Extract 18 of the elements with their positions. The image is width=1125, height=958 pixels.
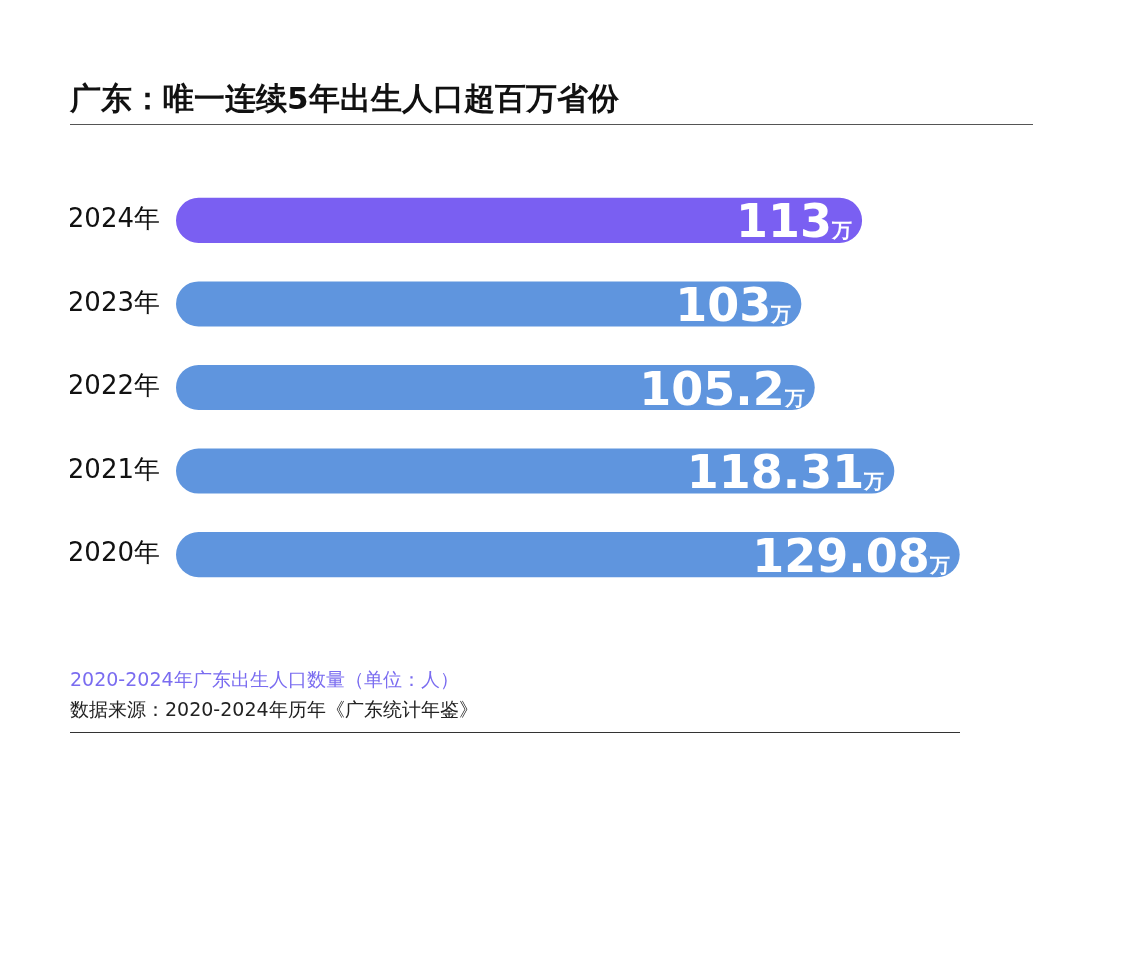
bar [176,281,802,327]
chart-title: 广东：唯一连续5年出生人口超百万省份 [70,78,1033,125]
bar [176,448,895,494]
y-tick-label: 2024年 [67,203,160,234]
bar [176,532,960,578]
data-label: 118.31万 [686,445,885,500]
y-tick-label: 2022年 [67,370,160,401]
data-label: 105.2万 [639,361,805,416]
y-tick-label: 2020年 [67,537,160,568]
text: 2020-2024年广东出生人口数量（单位：人） [70,667,460,692]
data-label: 103万 [675,277,792,332]
y-tick-label: 2023年 [67,286,160,317]
y-tick-label: 2021年 [67,453,160,484]
data-label: 113万 [736,194,853,249]
bar [176,364,815,411]
data-label: 129.08万 [752,528,950,583]
bar [176,197,863,243]
source-note: 数据来源：2020-2024年历年《广东统计年鉴》 [70,697,479,722]
